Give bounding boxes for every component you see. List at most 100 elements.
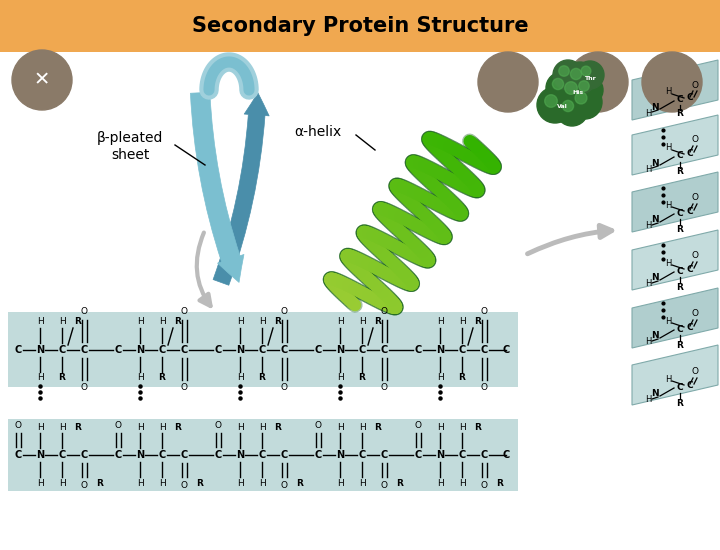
Text: C: C	[215, 345, 222, 355]
Text: H: H	[665, 316, 671, 326]
Circle shape	[579, 81, 589, 91]
Text: C: C	[415, 450, 422, 460]
FancyBboxPatch shape	[8, 419, 518, 491]
Text: H: H	[258, 317, 266, 327]
Text: H: H	[436, 317, 444, 327]
Text: R: R	[459, 373, 465, 382]
Text: N: N	[651, 332, 659, 340]
Text: R: R	[96, 478, 104, 487]
Circle shape	[581, 66, 591, 76]
Text: Secondary Protein Structure: Secondary Protein Structure	[192, 16, 528, 36]
Text: H: H	[258, 422, 266, 432]
FancyBboxPatch shape	[8, 312, 518, 387]
Text: C: C	[359, 450, 366, 460]
Text: C: C	[677, 151, 683, 161]
Text: R: R	[397, 478, 403, 487]
Text: α-helix: α-helix	[294, 125, 341, 139]
Text: R: R	[174, 317, 181, 327]
Circle shape	[552, 79, 564, 90]
Circle shape	[568, 52, 628, 112]
Text: O: O	[380, 307, 387, 316]
Circle shape	[564, 62, 596, 94]
Polygon shape	[632, 288, 718, 348]
Circle shape	[556, 94, 588, 126]
Text: N: N	[36, 345, 44, 355]
Text: H: H	[645, 108, 651, 118]
Text: C: C	[181, 450, 188, 460]
Text: R: R	[677, 224, 683, 234]
Text: H: H	[37, 317, 43, 327]
Text: H: H	[37, 478, 43, 487]
Text: C: C	[280, 450, 287, 460]
Text: C: C	[280, 345, 287, 355]
Text: N: N	[651, 158, 659, 168]
Text: H: H	[137, 317, 143, 327]
Polygon shape	[632, 60, 718, 120]
Text: C: C	[677, 96, 683, 104]
Text: C: C	[687, 206, 693, 216]
Text: O: O	[81, 307, 88, 316]
Text: His: His	[572, 91, 584, 96]
Text: C: C	[677, 208, 683, 217]
Polygon shape	[632, 172, 718, 232]
Text: R: R	[359, 373, 366, 382]
Text: H: H	[665, 201, 671, 210]
Circle shape	[642, 52, 702, 112]
Text: β-pleated: β-pleated	[96, 131, 163, 145]
Text: H: H	[359, 422, 365, 432]
Text: O: O	[114, 421, 122, 430]
Circle shape	[537, 87, 573, 123]
Text: N: N	[236, 450, 244, 460]
Text: O: O	[691, 251, 698, 261]
Text: C: C	[687, 150, 693, 158]
Text: H: H	[237, 317, 243, 327]
Text: N: N	[436, 345, 444, 355]
Text: R: R	[677, 399, 683, 408]
FancyBboxPatch shape	[0, 0, 720, 52]
Text: C: C	[687, 322, 693, 332]
Text: O: O	[181, 307, 187, 316]
Text: H: H	[436, 478, 444, 487]
Circle shape	[478, 52, 538, 112]
Text: C: C	[14, 450, 22, 460]
Text: R: R	[374, 317, 382, 327]
Text: R: R	[158, 373, 166, 382]
Text: H: H	[645, 338, 651, 346]
Text: R: R	[497, 478, 503, 487]
Text: R: R	[174, 422, 181, 432]
Text: Thr: Thr	[584, 75, 596, 80]
Text: C: C	[315, 450, 322, 460]
Text: H: H	[645, 164, 651, 173]
Text: N: N	[136, 345, 144, 355]
Text: C: C	[677, 382, 683, 392]
Text: R: R	[258, 373, 266, 382]
Text: C: C	[114, 450, 122, 460]
Text: C: C	[58, 450, 66, 460]
Text: C: C	[215, 450, 222, 460]
Text: O: O	[480, 481, 487, 490]
Text: ✕: ✕	[34, 70, 50, 90]
Text: H: H	[459, 478, 465, 487]
Text: H: H	[359, 478, 365, 487]
Text: H: H	[237, 422, 243, 432]
Text: C: C	[503, 345, 510, 355]
Text: H: H	[645, 395, 651, 404]
Text: R: R	[374, 422, 382, 432]
FancyArrowPatch shape	[190, 92, 244, 282]
Text: R: R	[274, 317, 282, 327]
Text: H: H	[665, 258, 671, 267]
Text: C: C	[315, 345, 322, 355]
Text: O: O	[480, 307, 487, 316]
Text: H: H	[58, 422, 66, 432]
Text: R: R	[58, 373, 66, 382]
Text: H: H	[258, 478, 266, 487]
Text: N: N	[236, 345, 244, 355]
Text: C: C	[181, 345, 188, 355]
Text: N: N	[651, 102, 659, 112]
Text: C: C	[687, 381, 693, 389]
Text: H: H	[37, 422, 43, 432]
Text: H: H	[459, 317, 465, 327]
Text: H: H	[158, 478, 166, 487]
Circle shape	[562, 101, 574, 112]
Circle shape	[12, 50, 72, 110]
